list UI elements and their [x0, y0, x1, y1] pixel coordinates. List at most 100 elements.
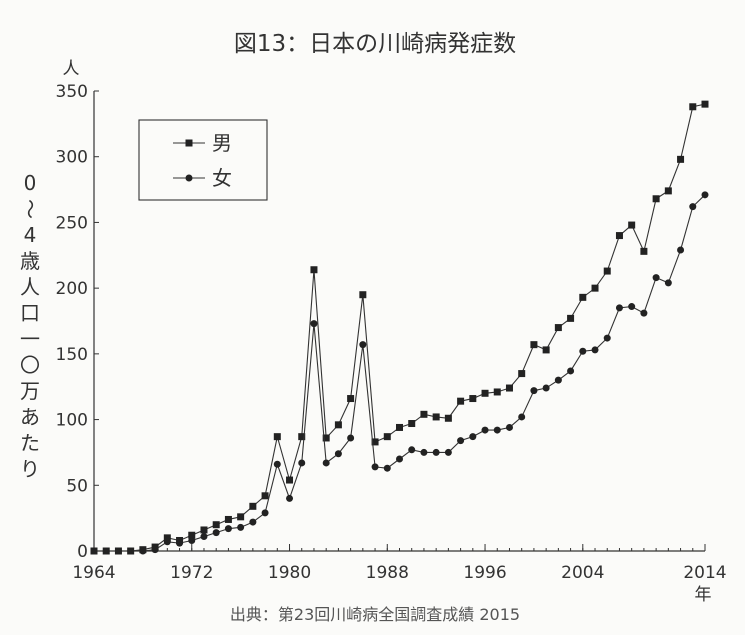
data-point-circle: [432, 448, 440, 456]
data-point-square: [444, 414, 452, 422]
data-point-square: [249, 502, 257, 510]
y-axis-label-char: 0: [24, 171, 37, 195]
data-point-square: [591, 284, 599, 292]
x-tick-label: 1972: [170, 563, 213, 583]
data-point-circle: [530, 387, 538, 395]
data-point-square: [322, 434, 330, 442]
data-point-circle: [383, 464, 391, 472]
y-tick-label: 300: [56, 148, 88, 168]
data-point-circle: [261, 509, 269, 517]
data-point-square: [273, 433, 281, 441]
legend-marker-circle: [185, 174, 193, 182]
data-point-square: [212, 521, 220, 529]
series-female: [90, 191, 709, 555]
x-tick-label: 1964: [72, 563, 115, 583]
data-point-circle: [212, 529, 220, 537]
data-point-square: [371, 438, 379, 446]
data-point-circle: [114, 547, 122, 555]
y-axis-label-char: 一: [20, 327, 40, 351]
data-point-square: [163, 534, 171, 542]
data-point-circle: [591, 346, 599, 354]
legend: 男女: [138, 119, 268, 201]
data-point-square: [677, 155, 685, 163]
data-point-circle: [298, 459, 306, 467]
data-point-circle: [615, 304, 623, 312]
data-point-square: [701, 100, 709, 108]
data-point-circle: [493, 426, 501, 434]
data-point-square: [530, 341, 538, 349]
series-group: [90, 100, 709, 555]
data-point-circle: [603, 334, 611, 342]
y-axis-label-char: 〇: [20, 353, 40, 377]
y-tick-label: 350: [56, 82, 88, 102]
source-note: 出典：第23回川崎病全国調査成績 2015: [230, 605, 520, 624]
data-point-square: [224, 515, 232, 523]
y-axis-label-char: 歳: [20, 249, 40, 273]
data-point-circle: [469, 433, 477, 441]
data-point-circle: [542, 384, 550, 392]
data-point-circle: [347, 434, 355, 442]
data-point-circle: [408, 446, 416, 454]
data-point-square: [334, 421, 342, 429]
data-point-circle: [237, 523, 245, 531]
x-tick-label: 2014: [683, 563, 726, 583]
y-axis-label-char: 人: [20, 275, 40, 299]
y-axis-label-char: 〜: [18, 199, 42, 219]
data-point-circle: [151, 546, 159, 554]
data-point-circle: [322, 459, 330, 467]
y-axis-label-char: た: [20, 431, 40, 455]
y-tick-label: 50: [66, 476, 88, 496]
y-axis-label-char: 口: [20, 301, 40, 325]
data-point-circle: [127, 547, 135, 555]
data-point-circle: [139, 547, 147, 555]
y-tick-label: 150: [56, 345, 88, 365]
data-point-circle: [188, 536, 196, 544]
data-point-square: [505, 384, 513, 392]
data-point-circle: [664, 279, 672, 287]
data-point-square: [408, 420, 416, 428]
legend-marker-square: [185, 139, 193, 147]
data-point-circle: [457, 437, 465, 445]
y-tick-label: 250: [56, 213, 88, 233]
legend-label: 女: [212, 166, 232, 190]
data-point-square: [359, 291, 367, 299]
y-axis-label-char: 4: [24, 223, 37, 247]
data-point-circle: [628, 303, 636, 311]
data-point-circle: [689, 203, 697, 211]
data-point-square: [493, 388, 501, 396]
data-point-circle: [176, 539, 184, 547]
data-point-square: [237, 513, 245, 521]
data-point-square: [469, 395, 477, 403]
axes: 0 50 100 150 200 250 300 350 1964 1972 1980 1988 199…: [56, 82, 727, 583]
x-unit-label: 年: [695, 585, 712, 605]
series-line: [94, 194, 706, 552]
data-point-circle: [273, 460, 281, 468]
data-point-square: [188, 531, 196, 539]
data-point-square: [628, 221, 636, 229]
data-point-square: [347, 395, 355, 403]
data-point-square: [579, 293, 587, 301]
data-point-circle: [640, 309, 648, 317]
data-point-circle: [310, 320, 318, 328]
data-point-circle: [518, 413, 526, 421]
y-axis-label-char: り: [20, 457, 40, 481]
y-unit-label: 人: [63, 59, 80, 79]
data-point-square: [615, 232, 623, 240]
x-tick-label: 2004: [561, 563, 604, 583]
data-point-square: [432, 413, 440, 421]
data-point-square: [396, 423, 403, 431]
data-point-circle: [286, 494, 294, 502]
y-axis-label-char: あ: [20, 405, 40, 429]
data-point-circle: [481, 426, 489, 434]
data-point-square: [554, 324, 562, 332]
y-tick-label: 100: [56, 411, 88, 431]
data-point-square: [664, 187, 672, 195]
legend-box: [138, 119, 268, 201]
data-point-square: [603, 267, 611, 275]
data-point-circle: [652, 274, 660, 282]
data-point-circle: [396, 455, 403, 463]
data-point-square: [542, 346, 550, 354]
